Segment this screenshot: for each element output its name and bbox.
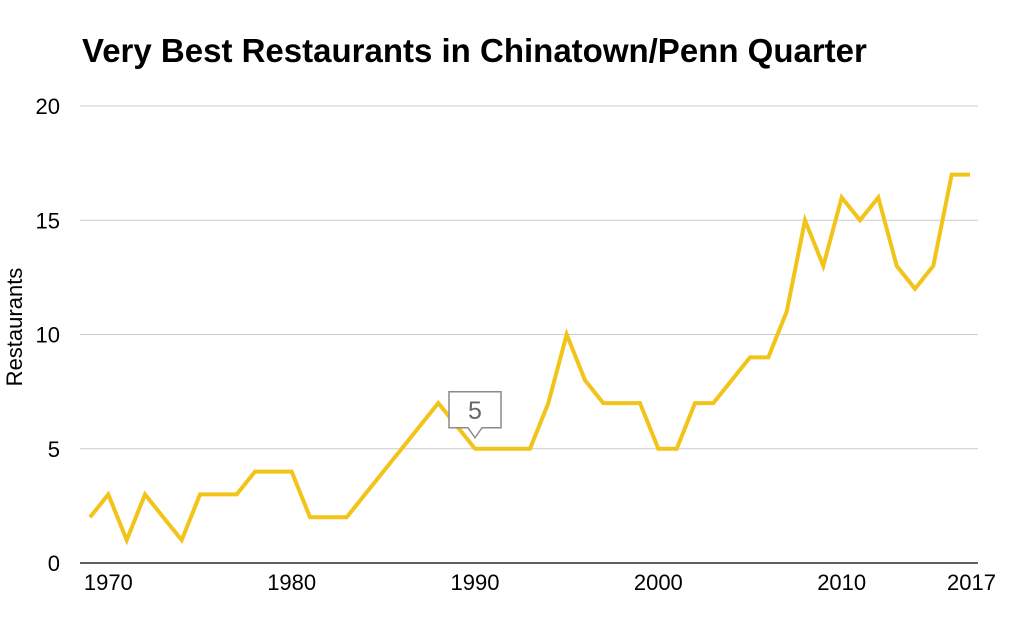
y-tick-label: 0 <box>48 551 60 576</box>
callout-bubble <box>448 391 502 440</box>
x-tick-label: 1990 <box>451 570 500 595</box>
x-tick-label: 1980 <box>267 570 316 595</box>
callout-value: 5 <box>468 397 482 425</box>
y-axis-label: Restaurants <box>2 268 27 387</box>
x-tick-label: 2017 <box>947 570 996 595</box>
y-tick-label: 15 <box>36 208 60 233</box>
x-tick-labels: 1970 1980 1990 2000 2010 2017 <box>84 570 996 595</box>
value-callout: 5 <box>448 391 502 440</box>
y-tick-label: 20 <box>36 94 60 119</box>
y-tick-label: 10 <box>36 323 60 348</box>
series-line-0 <box>88 172 970 546</box>
x-tick-label: 2000 <box>634 570 683 595</box>
y-tick-labels: 0 5 10 15 20 <box>36 94 60 576</box>
gridlines <box>80 105 978 450</box>
chart-title: Very Best Restaurants in Chinatown/Penn … <box>82 32 867 69</box>
x-tick-label: 1970 <box>84 570 133 595</box>
y-tick-label: 5 <box>48 437 60 462</box>
x-tick-label: 2010 <box>817 570 866 595</box>
series-layer <box>88 172 970 546</box>
